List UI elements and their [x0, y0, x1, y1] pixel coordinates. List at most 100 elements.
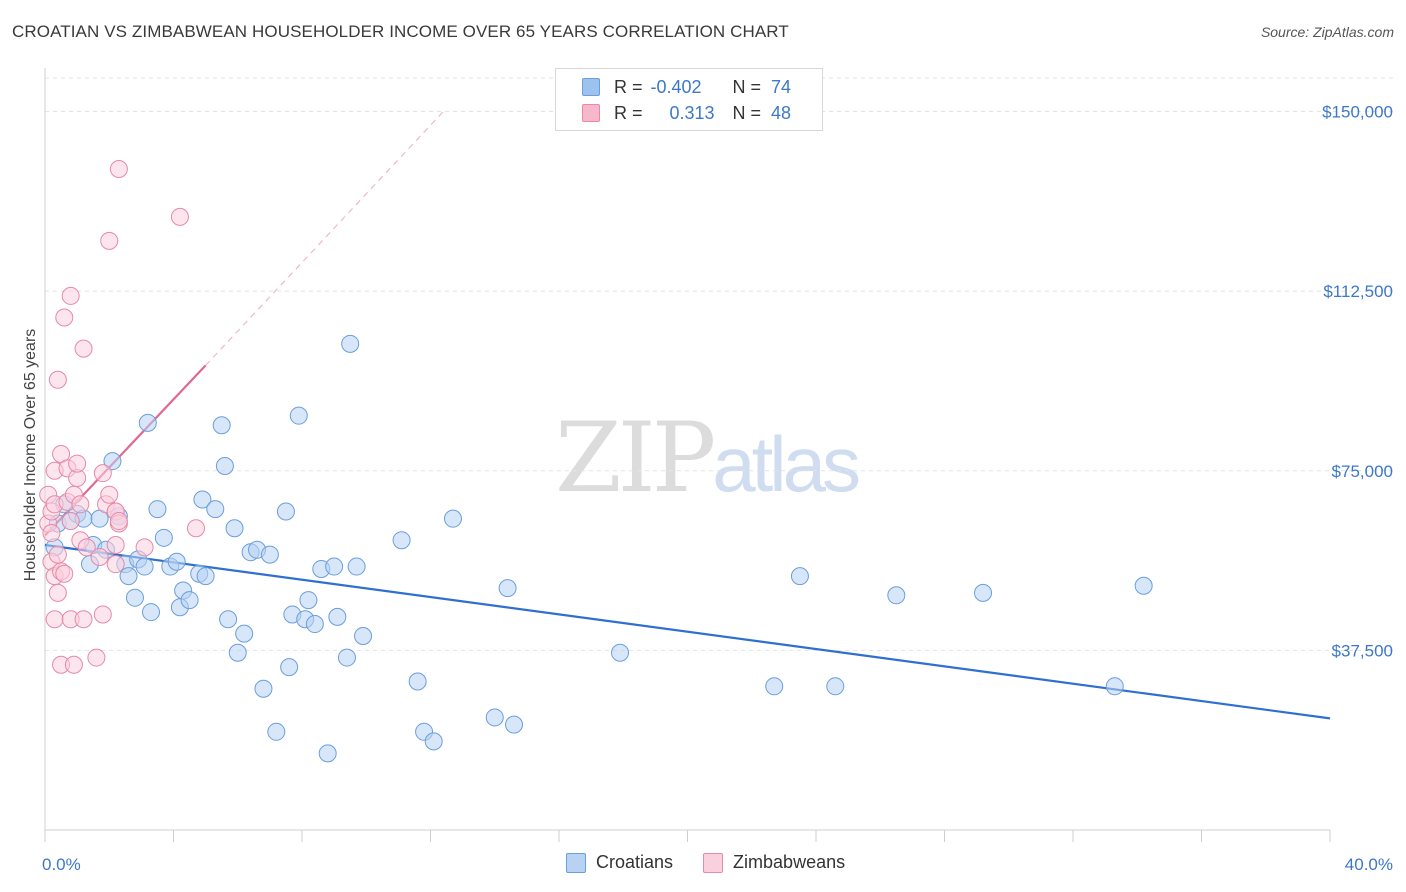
legend-row-zimbabweans: R = 0.313 N = 48 [582, 100, 791, 126]
point-zimbabweans [71, 495, 90, 514]
legend-r-label: R = [614, 102, 643, 123]
point-croatians [974, 583, 993, 602]
point-croatians [1134, 576, 1153, 595]
source-credit: Source: ZipAtlas.com [1260, 24, 1394, 40]
point-croatians [260, 545, 279, 564]
y-axis-label: Householder Income Over 65 years [22, 329, 39, 582]
point-croatians [225, 519, 244, 538]
legend-r-label: R = [614, 76, 643, 97]
point-croatians [408, 672, 427, 691]
point-croatians [305, 615, 324, 634]
point-croatians [765, 677, 784, 696]
point-zimbabweans [100, 231, 119, 250]
point-croatians [328, 607, 347, 626]
point-croatians [154, 528, 173, 547]
point-zimbabweans [77, 538, 96, 557]
point-zimbabweans [87, 648, 106, 667]
point-zimbabweans [109, 160, 128, 179]
point-zimbabweans [93, 605, 112, 624]
point-zimbabweans [45, 610, 64, 629]
point-zimbabweans [64, 655, 83, 674]
legend-n-value: 48 [771, 102, 792, 123]
legend-swatch-croatians [566, 852, 586, 873]
point-croatians [206, 500, 225, 519]
point-zimbabweans [186, 519, 205, 538]
legend-r-value: -0.402 [650, 76, 702, 97]
point-croatians [318, 744, 337, 763]
legend-n-label: N = [732, 102, 762, 123]
legend-label-zimbabweans: Zimbabweans [733, 852, 846, 872]
point-croatians [505, 715, 524, 734]
legend-label-croatians: Croatians [596, 852, 674, 872]
point-zimbabweans [106, 536, 125, 555]
point-croatians [138, 413, 157, 432]
x-tick-label-left: 0.0% [42, 855, 81, 874]
point-croatians [1105, 677, 1124, 696]
axis-labels: $37,500 $75,000 $112,500 $150,000 0.0% 40.0% H… [22, 103, 1393, 874]
point-croatians [611, 643, 630, 662]
y-tick-label: $112,500 [1323, 282, 1393, 301]
point-croatians [254, 679, 273, 698]
point-croatians [337, 648, 356, 667]
point-croatians [325, 557, 344, 576]
legend-item-zimbabweans[interactable]: Zimbabweans [703, 852, 845, 873]
point-croatians [125, 588, 144, 607]
point-croatians [142, 603, 161, 622]
point-zimbabweans [42, 524, 61, 543]
legend-row-croatians: R = -0.402 N = 74 [582, 74, 791, 100]
watermark-atlas: atlas [712, 420, 861, 508]
x-tick-label-right: 40.0% [1345, 855, 1393, 874]
point-zimbabweans [109, 512, 128, 531]
point-croatians [826, 677, 845, 696]
legend-n-label: N = [732, 76, 762, 97]
point-croatians [276, 502, 295, 521]
point-zimbabweans [90, 547, 109, 566]
point-zimbabweans [74, 339, 93, 358]
point-zimbabweans [61, 286, 80, 305]
point-croatians [790, 567, 809, 586]
point-croatians [215, 456, 234, 475]
point-zimbabweans [48, 545, 67, 564]
point-zimbabweans [61, 512, 80, 531]
point-zimbabweans [68, 454, 87, 473]
chart-title: CROATIAN VS ZIMBABWEAN HOUSEHOLDER INCOM… [12, 22, 789, 41]
point-croatians [341, 334, 360, 353]
point-zimbabweans [93, 464, 112, 483]
legend-swatch-croatians [582, 78, 600, 96]
point-zimbabweans [170, 207, 189, 226]
point-croatians [424, 732, 443, 751]
point-croatians [347, 557, 366, 576]
point-zimbabweans [48, 370, 67, 389]
legend-swatch-zimbabweans [582, 104, 600, 122]
point-zimbabweans [100, 485, 119, 504]
legend-swatch-zimbabweans [703, 852, 724, 873]
point-zimbabweans [135, 538, 154, 557]
point-croatians [354, 627, 373, 646]
point-croatians [485, 708, 504, 727]
point-croatians [887, 586, 906, 605]
point-croatians [193, 490, 212, 509]
y-tick-label: $37,500 [1332, 641, 1393, 660]
point-croatians [299, 591, 318, 610]
point-croatians [219, 610, 238, 629]
point-croatians [235, 624, 254, 643]
point-croatians [167, 552, 186, 571]
point-croatians [280, 658, 299, 677]
axes [44, 68, 1331, 842]
point-croatians [148, 500, 167, 519]
point-croatians [212, 416, 231, 435]
data-points [39, 160, 1153, 763]
point-croatians [443, 509, 462, 528]
y-tick-label: $150,000 [1322, 103, 1393, 122]
watermark: ZIPatlas [555, 402, 861, 514]
legend-n-value: 74 [771, 76, 792, 97]
legend-item-croatians[interactable]: Croatians [566, 852, 673, 873]
point-zimbabweans [48, 583, 67, 602]
point-croatians [228, 643, 247, 662]
y-tick-label: $75,000 [1332, 462, 1393, 481]
point-croatians [498, 579, 517, 598]
point-croatians [135, 557, 154, 576]
point-croatians [196, 567, 215, 586]
correlation-legend: R = -0.402 N = 74 R = 0.313 N = 48 [555, 68, 823, 131]
point-croatians [392, 531, 411, 550]
